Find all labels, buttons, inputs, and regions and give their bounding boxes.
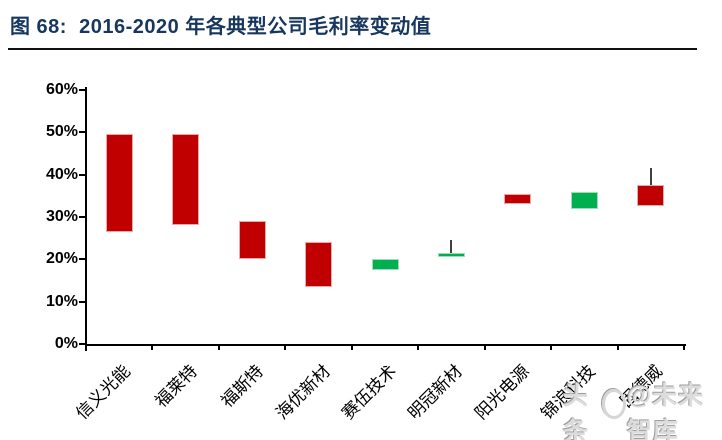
x-axis-category-label: 赛伍技术 xyxy=(338,361,400,424)
y-axis-tick-label: 50% xyxy=(45,123,78,141)
y-axis-tick xyxy=(79,131,85,134)
candle-high-wick xyxy=(450,240,453,253)
candle-bar-8 xyxy=(570,191,598,209)
y-axis-tick xyxy=(79,300,85,303)
x-axis-category-label: 明冠新材 xyxy=(404,361,467,424)
x-axis-category-label: 福莱特 xyxy=(151,361,201,412)
x-axis-tick xyxy=(683,344,685,350)
x-axis-tick xyxy=(550,344,553,350)
y-axis-tick-label: 60% xyxy=(45,81,78,98)
y-axis-tick xyxy=(79,173,85,176)
x-axis-tick xyxy=(616,344,619,350)
candle-bar-3 xyxy=(238,221,266,260)
candle-bar-7 xyxy=(504,193,532,205)
y-axis-tick xyxy=(79,343,85,345)
toutiao-logo-icon xyxy=(602,389,626,419)
y-axis-tick-label: 10% xyxy=(45,292,78,310)
y-axis-tick-label: 30% xyxy=(45,208,78,225)
candle-bar-1 xyxy=(105,134,133,232)
candle-bar-5 xyxy=(371,259,399,270)
y-axis-tick-label: 0% xyxy=(54,335,78,352)
candle-bar-4 xyxy=(305,242,333,287)
x-axis-category-label: 福斯特 xyxy=(217,361,268,412)
x-axis-tick xyxy=(350,344,353,350)
y-axis-tick xyxy=(79,258,85,261)
x-axis-tick xyxy=(151,344,154,350)
x-axis-category-label: 信义光能 xyxy=(72,361,135,424)
candle-bar-2 xyxy=(172,134,200,226)
x-axis-tick xyxy=(417,344,420,350)
title-divider xyxy=(8,48,697,50)
x-axis-tick xyxy=(85,344,87,350)
y-axis-tick-label: 20% xyxy=(45,250,78,268)
x-axis-tick xyxy=(284,344,287,350)
candle-high-wick xyxy=(649,168,652,186)
y-axis-tick xyxy=(79,89,85,91)
watermark-prefix: 头条 xyxy=(563,382,590,440)
watermark-suffix: @未来智库 xyxy=(626,382,705,440)
x-axis-category-label: 海优新材 xyxy=(271,361,334,424)
y-axis-line xyxy=(85,87,87,351)
x-axis-line xyxy=(85,344,686,346)
x-axis-tick xyxy=(217,344,220,350)
watermark: 头条 @未来智库 xyxy=(563,382,722,440)
x-axis-category-label: 阳光电源 xyxy=(471,361,533,424)
y-axis-tick-label: 40% xyxy=(45,165,78,183)
x-axis-tick xyxy=(483,344,486,350)
candle-bar-6 xyxy=(437,252,465,258)
candle-bar-9 xyxy=(637,185,665,207)
y-axis-tick xyxy=(79,216,85,218)
figure-title: 图 68: 2016-2020 年各典型公司毛利率变动值 xyxy=(10,16,432,38)
